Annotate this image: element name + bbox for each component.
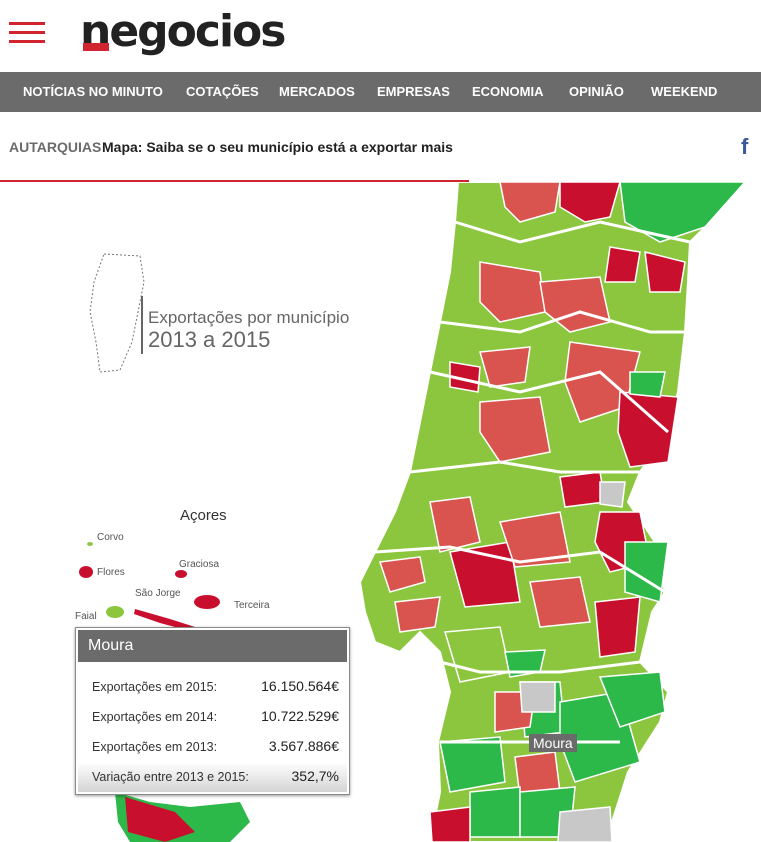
tooltip-title: Moura: [88, 637, 134, 654]
island-label-terceira: Terceira: [234, 600, 270, 611]
tooltip-row-value: 352,7%: [291, 768, 339, 784]
island-label-corvo: Corvo: [97, 532, 124, 543]
nav-item-opiniao[interactable]: OPINIÃO: [569, 84, 624, 99]
article-header: AUTARQUIAS Mapa: Saiba se o seu municípi…: [0, 112, 761, 180]
logo-mark: [83, 43, 109, 51]
legend-years: 2013 a 2015: [148, 327, 271, 352]
nav-item-cotacoes[interactable]: COTAÇÕES: [186, 84, 259, 99]
tooltip-header: Moura: [78, 630, 347, 662]
map-hover-label: Moura: [529, 734, 577, 752]
legend-bar: [141, 296, 143, 354]
tooltip-row: Exportações em 2013: 3.567.886€: [78, 732, 347, 762]
site-header: negocios: [0, 0, 761, 72]
menu-icon[interactable]: [9, 22, 45, 46]
tooltip-row-value: 16.150.564€: [261, 678, 339, 694]
district-borders: [374, 220, 691, 744]
nav-item-noticias[interactable]: NOTÍCIAS NO MINUTO: [23, 84, 163, 99]
legend-title: Exportações por município: [148, 308, 350, 327]
legend-mini-map: [89, 253, 145, 373]
tooltip-row: Exportações em 2015: 16.150.564€: [78, 672, 347, 702]
municipality-tooltip: Moura Exportações em 2015: 16.150.564€ E…: [75, 627, 350, 795]
island-label-graciosa: Graciosa: [179, 559, 220, 570]
section-divider: [0, 180, 469, 182]
island-label-sao-jorge: São Jorge: [135, 588, 181, 599]
nav-item-weekend[interactable]: WEEKEND: [651, 84, 718, 99]
nav-item-economia[interactable]: ECONOMIA: [472, 84, 544, 99]
tooltip-row: Variação entre 2013 e 2015: 352,7%: [78, 762, 347, 792]
facebook-icon[interactable]: f: [741, 134, 749, 159]
azores-islands: [79, 542, 250, 842]
tooltip-row-label: Exportações em 2015:: [92, 680, 218, 694]
island-label-flores: Flores: [97, 567, 125, 578]
site-logo[interactable]: negocios: [80, 6, 286, 57]
article-title: Mapa: Saiba se o seu município está a ex…: [102, 139, 453, 155]
tooltip-row-label: Exportações em 2013:: [92, 740, 218, 754]
tooltip-row-value: 10.722.529€: [261, 708, 339, 724]
municipality-regions: [378, 182, 747, 842]
island-label-faial: Faial: [75, 611, 97, 622]
tooltip-row-value: 3.567.886€: [268, 738, 339, 754]
export-map[interactable]: [0, 182, 761, 842]
tooltip-row: Exportações em 2014: 10.722.529€: [78, 702, 347, 732]
tooltip-row-label: Variação entre 2013 e 2015:: [92, 770, 249, 784]
section-tag[interactable]: AUTARQUIAS: [9, 139, 102, 155]
main-nav: NOTÍCIAS NO MINUTO COTAÇÕES MERCADOS EMP…: [0, 72, 761, 112]
nav-item-mercados[interactable]: MERCADOS: [279, 84, 355, 99]
tooltip-row-label: Exportações em 2014:: [92, 710, 218, 724]
azores-title: Açores: [180, 507, 227, 524]
nav-item-empresas[interactable]: EMPRESAS: [377, 84, 450, 99]
